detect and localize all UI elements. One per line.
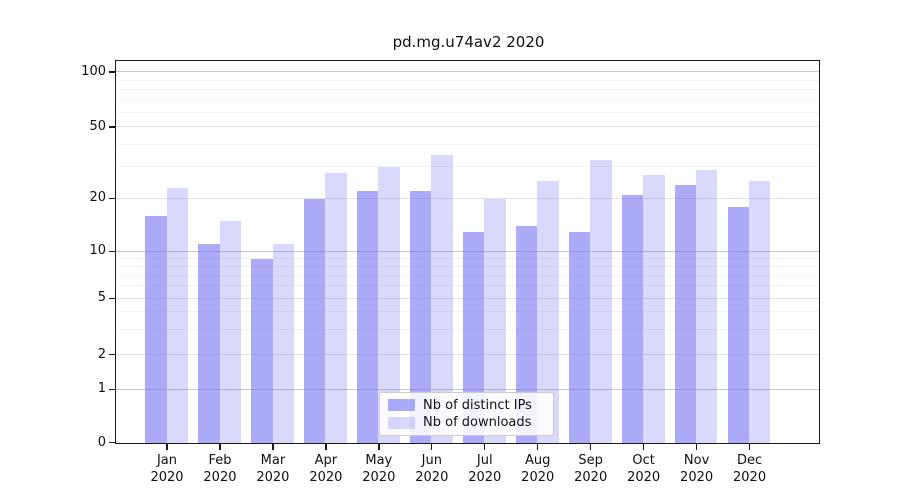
x-tick-label-feb: Feb 2020 bbox=[203, 453, 237, 485]
x-tick-label-jan: Jan 2020 bbox=[150, 453, 184, 485]
bar-downloads-dec bbox=[749, 181, 771, 443]
legend-label-distinct-ips: Nb of distinct IPs bbox=[423, 397, 532, 413]
gridline-20 bbox=[116, 197, 819, 199]
x-tick-label-sep: Sep 2020 bbox=[574, 453, 608, 485]
chart-title: pd.mg.u74av2 2020 bbox=[392, 33, 545, 51]
x-tick-mark bbox=[484, 444, 486, 450]
x-tick-mark bbox=[431, 444, 433, 450]
y-tick-label-5: 5 bbox=[97, 290, 106, 306]
bar-downloads-mar bbox=[272, 244, 294, 443]
legend-swatch-distinct-ips bbox=[388, 399, 415, 412]
x-tick-mark bbox=[589, 444, 592, 450]
x-tick-label-jul: Jul 2020 bbox=[468, 453, 502, 485]
x-tick-label-may: May 2020 bbox=[362, 453, 396, 485]
bar-downloads-jan bbox=[166, 187, 188, 443]
y-tick-mark bbox=[109, 250, 115, 252]
legend-row-downloads: Nb of downloads bbox=[386, 415, 547, 430]
y-tick-mark bbox=[109, 441, 115, 444]
gridline-80 bbox=[116, 89, 819, 91]
y-tick-label-20: 20 bbox=[89, 190, 106, 206]
y-tick-label-100: 100 bbox=[81, 63, 106, 79]
y-tick-mark bbox=[109, 388, 115, 390]
bar-ips-jan bbox=[145, 215, 167, 443]
gridline-90 bbox=[116, 79, 819, 81]
y-tick-label-10: 10 bbox=[89, 243, 106, 259]
bar-downloads-nov bbox=[696, 169, 718, 443]
x-tick-mark bbox=[748, 444, 751, 450]
x-tick-label-apr: Apr 2020 bbox=[309, 453, 343, 485]
y-tick-mark bbox=[109, 353, 115, 356]
x-tick-label-oct: Oct 2020 bbox=[627, 453, 661, 485]
bar-ips-nov bbox=[674, 184, 697, 443]
y-tick-mark bbox=[109, 126, 115, 128]
x-tick-mark bbox=[219, 444, 221, 450]
bar-downloads-oct bbox=[643, 175, 665, 443]
x-tick-mark bbox=[325, 444, 327, 450]
x-tick-label-mar: Mar 2020 bbox=[256, 453, 290, 485]
x-tick-mark bbox=[378, 444, 380, 450]
bar-ips-aug bbox=[516, 226, 538, 443]
gridline-70 bbox=[116, 99, 819, 101]
bar-downloads-may bbox=[378, 167, 400, 443]
gridline-40 bbox=[116, 143, 819, 145]
bar-ips-feb bbox=[198, 244, 220, 443]
legend-row-distinct-ips: Nb of distinct IPs bbox=[386, 398, 547, 413]
bar-downloads-jul bbox=[484, 198, 506, 443]
x-tick-mark bbox=[166, 444, 168, 450]
y-tick-mark bbox=[109, 71, 115, 73]
x-tick-label-aug: Aug 2020 bbox=[521, 453, 555, 485]
legend-label-downloads: Nb of downloads bbox=[423, 415, 532, 431]
x-tick-mark bbox=[695, 444, 698, 450]
x-tick-mark bbox=[642, 444, 645, 450]
bar-downloads-sep bbox=[590, 159, 612, 443]
gridline-50 bbox=[116, 126, 819, 128]
y-tick-label-0: 0 bbox=[97, 434, 106, 450]
y-tick-mark bbox=[109, 297, 115, 300]
x-tick-label-nov: Nov 2020 bbox=[680, 453, 714, 485]
bar-downloads-feb bbox=[219, 220, 241, 443]
bar-ips-apr bbox=[304, 198, 326, 443]
x-tick-label-dec: Dec 2020 bbox=[733, 453, 767, 485]
bar-ips-dec bbox=[727, 206, 750, 443]
bar-downloads-aug bbox=[537, 181, 559, 443]
bar-ips-jul bbox=[463, 231, 485, 443]
y-tick-label-50: 50 bbox=[89, 118, 106, 134]
gridline-100 bbox=[116, 71, 819, 73]
bar-downloads-apr bbox=[325, 172, 347, 443]
bars bbox=[116, 61, 819, 443]
bar-ips-mar bbox=[251, 258, 273, 443]
y-tick-label-2: 2 bbox=[97, 346, 106, 362]
gridline-60 bbox=[116, 111, 819, 113]
x-tick-mark bbox=[272, 444, 274, 450]
bar-ips-oct bbox=[621, 195, 644, 443]
y-tick-mark bbox=[109, 197, 115, 200]
bar-ips-sep bbox=[568, 231, 591, 443]
bar-ips-may bbox=[357, 191, 379, 443]
bar-downloads-jun bbox=[431, 155, 453, 443]
legend: Nb of distinct IPs Nb of downloads bbox=[379, 392, 554, 436]
y-tick-label-1: 1 bbox=[97, 381, 106, 397]
bar-ips-jun bbox=[410, 191, 432, 443]
x-tick-mark bbox=[537, 444, 539, 450]
plot-area: Nb of distinct IPs Nb of downloads bbox=[115, 60, 820, 444]
gridline-30 bbox=[116, 166, 819, 168]
legend-swatch-downloads bbox=[388, 416, 415, 429]
x-tick-label-jun: Jun 2020 bbox=[415, 453, 449, 485]
